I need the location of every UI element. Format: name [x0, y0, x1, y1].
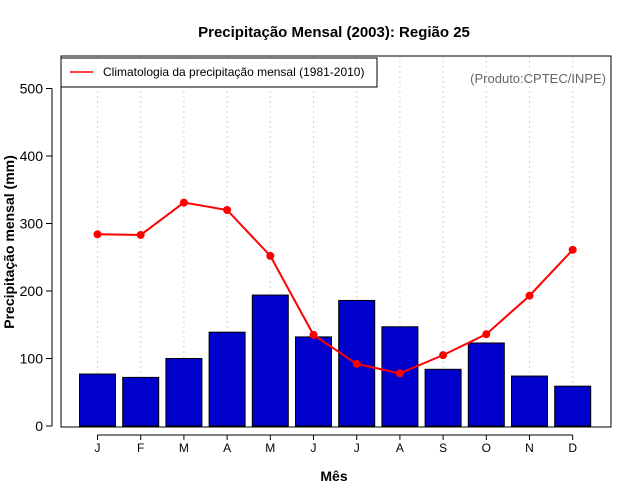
chart-title: Precipitação Mensal (2003): Região 25 [198, 24, 470, 41]
y-axis-label: Precipitação mensal (mm) [1, 155, 17, 329]
legend-entry-climatology: Climatologia da precipitação mensal (198… [103, 65, 364, 79]
y-tick-label-5: 500 [20, 81, 44, 97]
y-tick-label-3: 300 [20, 216, 44, 232]
climatology-point-11 [568, 245, 577, 254]
y-tick-label-1: 100 [20, 351, 44, 367]
bar-11 [554, 385, 592, 427]
bar-8 [424, 368, 462, 427]
climatology-point-2 [179, 198, 188, 207]
legend-box [60, 57, 378, 88]
climatology-point-6 [352, 359, 361, 368]
x-tick-label-8: S [439, 441, 447, 455]
bar-4 [251, 294, 289, 427]
climatology-point-4 [266, 251, 275, 260]
x-tick-label-1: F [137, 441, 144, 455]
climatology-point-5 [309, 330, 318, 339]
plot-frame [60, 55, 612, 428]
x-axis-label: Mês [320, 468, 347, 484]
y-tick-label-0: 0 [35, 418, 43, 434]
bar-3 [208, 331, 246, 427]
x-tick-label-2: M [179, 441, 189, 455]
bar-1 [122, 376, 160, 427]
climatology-point-8 [439, 351, 448, 360]
legend: Climatologia da precipitação mensal (198… [60, 57, 378, 88]
grid-layer [97, 56, 574, 427]
climatology-point-9 [482, 330, 491, 339]
x-tick-label-9: O [482, 441, 491, 455]
x-tick-label-10: N [525, 441, 534, 455]
climatology-line [97, 201, 574, 375]
x-tick-label-11: D [568, 441, 577, 455]
climatology-point-10 [525, 291, 534, 300]
x-tick-label-7: A [396, 441, 404, 455]
y-tick-label-2: 200 [20, 283, 44, 299]
y-axis: 0 100 200 300 400 500 [20, 81, 53, 434]
x-tick-label-5: J [311, 441, 317, 455]
x-tick-label-0: J [95, 441, 101, 455]
bar-0 [79, 373, 116, 427]
bar-layer [79, 294, 592, 427]
climatology-point-1 [136, 230, 145, 239]
bar-10 [511, 375, 548, 427]
x-tick-label-4: M [265, 441, 275, 455]
climatology-point-0 [93, 230, 102, 239]
bar-5 [295, 336, 332, 427]
bar-9 [467, 342, 505, 427]
line-layer [93, 198, 577, 378]
x-tick-label-6: J [354, 441, 360, 455]
climatology-point-3 [223, 206, 232, 214]
y-tick-label-4: 400 [20, 148, 44, 164]
credit-annotation: (Produto:CPTEC/INPE) [470, 71, 606, 86]
climatology-point-7 [395, 369, 404, 378]
bar-2 [165, 358, 203, 427]
x-tick-label-3: A [223, 441, 231, 455]
